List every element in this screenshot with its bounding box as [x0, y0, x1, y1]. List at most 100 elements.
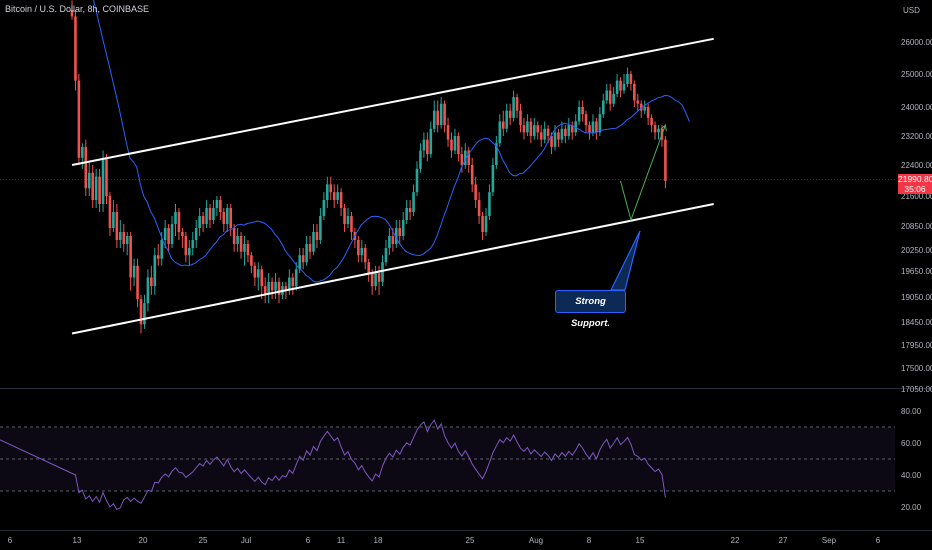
- candle-body[interactable]: [426, 139, 429, 155]
- candle-body[interactable]: [184, 236, 188, 256]
- candle-body[interactable]: [608, 90, 612, 104]
- candle-body[interactable]: [501, 121, 505, 129]
- candle-body[interactable]: [198, 216, 201, 228]
- candle-body[interactable]: [219, 200, 222, 212]
- candle-body[interactable]: [605, 90, 609, 101]
- candle-body[interactable]: [388, 236, 391, 248]
- candle-body[interactable]: [619, 80, 622, 91]
- candle-body[interactable]: [294, 269, 298, 287]
- candle-body[interactable]: [156, 255, 160, 259]
- candle-body[interactable]: [346, 216, 350, 224]
- candle-body[interactable]: [615, 80, 619, 94]
- candle-body[interactable]: [536, 125, 540, 133]
- candle-body[interactable]: [112, 212, 115, 228]
- candle-body[interactable]: [529, 121, 533, 137]
- candle-body[interactable]: [512, 97, 515, 118]
- candle-body[interactable]: [350, 216, 353, 232]
- candle-body[interactable]: [177, 212, 181, 232]
- candle-body[interactable]: [646, 107, 650, 118]
- candle-body[interactable]: [239, 236, 243, 252]
- candle-body[interactable]: [584, 114, 588, 126]
- candle-body[interactable]: [322, 200, 326, 216]
- candle-body[interactable]: [381, 262, 384, 282]
- candle-body[interactable]: [298, 255, 301, 270]
- candle-body[interactable]: [602, 100, 605, 115]
- candle-body[interactable]: [70, 10, 74, 17]
- rsi-axis[interactable]: 80.00 60.00 40.00 20.00: [901, 407, 922, 512]
- candle-body[interactable]: [167, 228, 170, 244]
- candle-body[interactable]: [367, 262, 370, 274]
- candle-body[interactable]: [581, 107, 584, 115]
- candle-body[interactable]: [339, 192, 343, 208]
- time-axis[interactable]: 6 13 20 25 Jul 6 11 18 25 Aug 8 15 22 27 Sep 6: [8, 536, 881, 545]
- candle-body[interactable]: [595, 121, 598, 133]
- candle-body[interactable]: [588, 125, 591, 133]
- candle-body[interactable]: [150, 277, 153, 287]
- candle-body[interactable]: [432, 110, 436, 129]
- candle-body[interactable]: [236, 236, 239, 244]
- candle-body[interactable]: [81, 146, 84, 158]
- candle-body[interactable]: [284, 286, 288, 291]
- candle-body[interactable]: [91, 172, 94, 200]
- candle-body[interactable]: [622, 83, 626, 91]
- candle-body[interactable]: [477, 200, 481, 216]
- candle-body[interactable]: [543, 128, 546, 140]
- candle-body[interactable]: [498, 121, 502, 144]
- candle-body[interactable]: [374, 273, 377, 287]
- candle-body[interactable]: [550, 136, 553, 147]
- candle-body[interactable]: [484, 216, 488, 232]
- candle-body[interactable]: [591, 121, 595, 133]
- candle-body[interactable]: [122, 232, 126, 244]
- candle-body[interactable]: [319, 216, 322, 240]
- candle-body[interactable]: [522, 125, 526, 133]
- candle-body[interactable]: [329, 184, 333, 193]
- candle-body[interactable]: [246, 244, 250, 256]
- candle-body[interactable]: [108, 196, 112, 228]
- candle-body[interactable]: [160, 240, 163, 259]
- candle-body[interactable]: [139, 299, 143, 325]
- candle-body[interactable]: [629, 74, 633, 84]
- candle-body[interactable]: [495, 143, 498, 165]
- candle-body[interactable]: [77, 80, 81, 158]
- symbol-title[interactable]: Bitcoin / U.S. Dollar, 8h, COINBASE: [5, 4, 150, 14]
- candle-body[interactable]: [439, 103, 443, 126]
- candle-body[interactable]: [391, 236, 395, 244]
- candle-body[interactable]: [215, 200, 219, 208]
- candle-body[interactable]: [467, 150, 471, 166]
- candle-body[interactable]: [105, 157, 108, 196]
- strong-support-callout[interactable]: Strong Support.: [555, 290, 626, 329]
- candle-body[interactable]: [129, 236, 132, 278]
- projection-path[interactable]: [620, 124, 666, 222]
- candle-body[interactable]: [312, 232, 315, 252]
- candle-body[interactable]: [260, 269, 264, 287]
- candle-body[interactable]: [270, 281, 274, 291]
- candle-body[interactable]: [125, 236, 129, 244]
- candle-body[interactable]: [533, 125, 536, 136]
- price-chart-pane[interactable]: [0, 0, 895, 335]
- candle-body[interactable]: [553, 132, 557, 147]
- candle-body[interactable]: [419, 150, 422, 169]
- candle-body[interactable]: [474, 184, 477, 200]
- candle-body[interactable]: [174, 212, 177, 224]
- candle-body[interactable]: [574, 121, 577, 133]
- candle-body[interactable]: [277, 281, 281, 295]
- candle-body[interactable]: [408, 208, 412, 212]
- candle-body[interactable]: [212, 208, 215, 220]
- candle-body[interactable]: [539, 132, 543, 140]
- candle-body[interactable]: [464, 150, 467, 166]
- candle-body[interactable]: [363, 248, 367, 263]
- candles[interactable]: [70, 0, 667, 334]
- candle-body[interactable]: [119, 232, 122, 240]
- candle-body[interactable]: [443, 103, 446, 126]
- candle-body[interactable]: [450, 139, 453, 151]
- channel-lower-line[interactable]: [71, 203, 714, 335]
- candle-body[interactable]: [370, 273, 374, 287]
- candle-body[interactable]: [301, 255, 305, 263]
- candle-body[interactable]: [315, 232, 319, 240]
- candle-body[interactable]: [332, 192, 336, 200]
- candle-body[interactable]: [560, 128, 564, 140]
- candle-body[interactable]: [470, 165, 474, 185]
- candle-body[interactable]: [612, 93, 615, 104]
- candle-body[interactable]: [250, 255, 253, 266]
